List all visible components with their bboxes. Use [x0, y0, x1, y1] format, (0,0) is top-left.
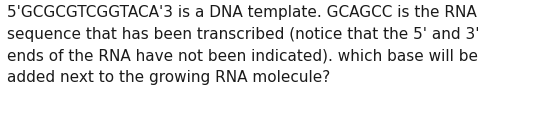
Text: 5'GCGCGTCGGTACA'3 is a DNA template. GCAGCC is the RNA
sequence that has been tr: 5'GCGCGTCGGTACA'3 is a DNA template. GCA… [7, 5, 479, 85]
